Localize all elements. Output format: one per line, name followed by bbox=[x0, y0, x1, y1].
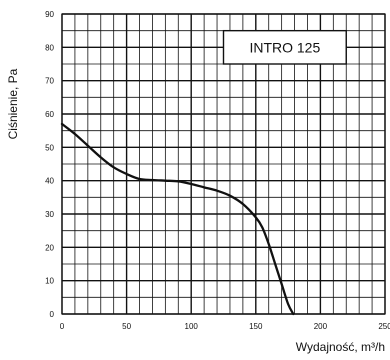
legend-frame bbox=[222, 29, 347, 65]
legend-label: INTRO 125 bbox=[249, 39, 320, 55]
data-point bbox=[151, 179, 154, 181]
y-tick-label: 0 bbox=[50, 310, 55, 319]
series-line bbox=[60, 122, 295, 316]
data-point bbox=[203, 186, 205, 189]
x-tick-label: 100 bbox=[185, 322, 199, 331]
data-point bbox=[229, 194, 231, 197]
data-point bbox=[164, 179, 167, 182]
x-tick-label: 150 bbox=[249, 322, 263, 331]
minor-grid bbox=[62, 14, 385, 314]
data-point bbox=[255, 216, 257, 219]
y-tick-label: 30 bbox=[45, 210, 54, 219]
y-tick-label: 90 bbox=[45, 10, 54, 19]
data-point bbox=[138, 178, 141, 180]
data-point bbox=[280, 283, 283, 285]
plot-frame bbox=[61, 13, 386, 315]
data-point bbox=[74, 133, 76, 135]
y-axis-ticks: 0 10 20 30 40 50 60 70 80 90 bbox=[45, 10, 54, 319]
data-point bbox=[267, 243, 270, 245]
data-point bbox=[216, 189, 218, 192]
x-tick-label: 50 bbox=[122, 322, 131, 331]
data-point bbox=[99, 156, 102, 159]
y-tick-label: 70 bbox=[45, 77, 54, 86]
data-point bbox=[177, 180, 180, 183]
x-axis-ticks: 0 50 100 150 200 250 bbox=[60, 322, 390, 331]
legend-box: INTRO 125 bbox=[222, 29, 347, 65]
x-tick-label: 0 bbox=[60, 322, 65, 331]
data-point bbox=[242, 203, 244, 205]
y-tick-label: 10 bbox=[45, 277, 54, 286]
data-point bbox=[87, 144, 89, 147]
data-point bbox=[190, 183, 192, 185]
data-point bbox=[112, 166, 115, 169]
data-point bbox=[261, 226, 264, 229]
x-tick-label: 200 bbox=[314, 322, 328, 331]
y-tick-label: 40 bbox=[45, 177, 54, 186]
x-axis-title: Wydajność, m³/h bbox=[296, 340, 385, 354]
data-point bbox=[274, 263, 276, 265]
series-layer bbox=[60, 122, 295, 316]
data-point bbox=[287, 303, 289, 305]
y-tick-label: 50 bbox=[45, 143, 54, 152]
y-tick-label: 60 bbox=[45, 110, 54, 119]
data-point bbox=[61, 123, 63, 125]
y-axis-title: Ciśnienie, Pa bbox=[6, 68, 20, 139]
data-point bbox=[125, 173, 128, 175]
x-tick-label: 250 bbox=[378, 322, 390, 331]
y-tick-label: 20 bbox=[45, 243, 54, 252]
data-point bbox=[292, 313, 295, 315]
y-tick-label: 80 bbox=[45, 43, 54, 52]
